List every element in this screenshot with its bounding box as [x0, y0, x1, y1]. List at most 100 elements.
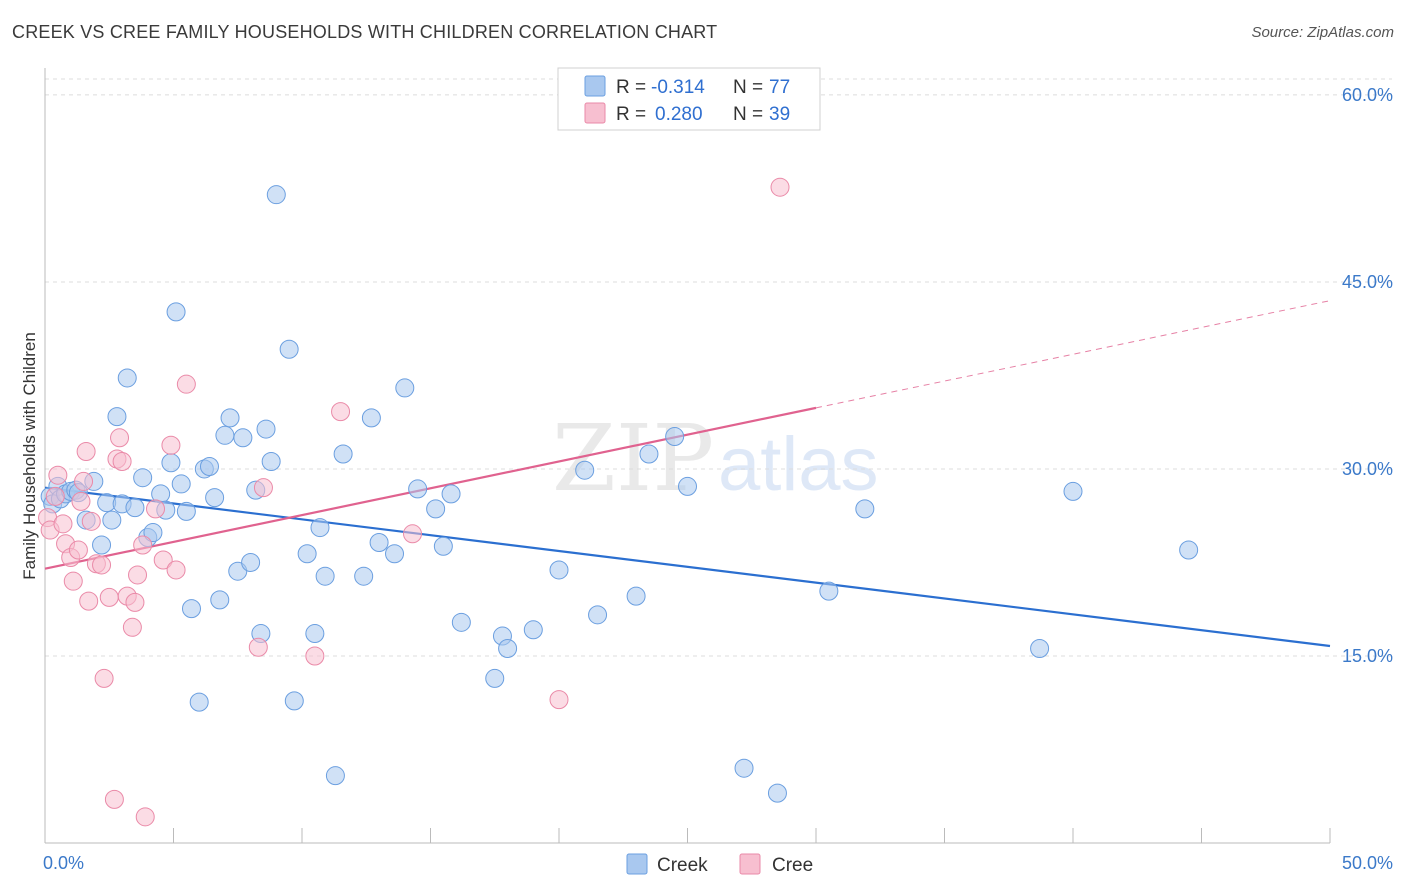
- chart-title: CREEK VS CREE FAMILY HOUSEHOLDS WITH CHI…: [12, 22, 718, 42]
- y-tick-label-2: 45.0%: [1342, 272, 1393, 292]
- creek-point-70: [678, 476, 697, 496]
- cree-point-33: [248, 637, 268, 657]
- watermark-atlas: atlas: [718, 422, 879, 507]
- cree-point-8: [68, 540, 88, 560]
- creek-point-77: [1179, 540, 1199, 560]
- creek-point-22: [161, 453, 181, 473]
- y-tick-label-0: 15.0%: [1342, 646, 1393, 666]
- cree-point-30: [161, 435, 181, 455]
- cree-trend-extension: [815, 300, 1331, 409]
- cree-r-label: R =: [616, 104, 646, 125]
- cree-point-16: [94, 668, 114, 688]
- cree-point-13: [81, 511, 101, 531]
- cree-point-37: [403, 524, 423, 544]
- cree-point-36: [331, 402, 351, 422]
- creek-point-41: [266, 185, 286, 205]
- cree-point-15: [92, 555, 112, 575]
- creek-legend-swatch: [584, 75, 606, 97]
- creek-trend-line: [44, 486, 1331, 648]
- cree-point-21: [112, 451, 132, 471]
- cree-point-34: [253, 478, 273, 498]
- cree-point-28: [146, 499, 166, 519]
- creek-point-67: [626, 586, 646, 606]
- creek-point-36: [241, 552, 261, 572]
- creek-point-15: [117, 368, 137, 388]
- creek-point-48: [325, 766, 345, 786]
- creek-point-35: [233, 428, 253, 448]
- y-tick-labels: 15.0% 30.0% 45.0% 60.0%: [1342, 85, 1393, 666]
- creek-point-25: [176, 501, 196, 521]
- cree-point-29: [153, 550, 173, 570]
- cree-point-25: [128, 565, 148, 585]
- creek-point-10: [92, 535, 112, 555]
- cree-point-18: [104, 789, 124, 809]
- y-tick-label-1: 30.0%: [1342, 459, 1393, 479]
- x-tick-labels: 0.0% 50.0%: [43, 853, 1393, 873]
- cree-point-23: [122, 617, 142, 637]
- creek-point-45: [305, 624, 325, 644]
- cree-point-17: [99, 587, 119, 607]
- creek-point-57: [433, 536, 453, 556]
- creek-point-62: [498, 639, 518, 659]
- cree-bottom-swatch: [739, 853, 761, 875]
- creek-point-68: [639, 444, 659, 464]
- cree-point-38: [549, 690, 569, 710]
- cree-point-24: [125, 592, 145, 612]
- creek-point-46: [310, 518, 330, 538]
- cree-point-11: [76, 442, 96, 462]
- creek-point-59: [451, 612, 471, 632]
- axes: [44, 68, 1331, 844]
- cree-trend-line: [44, 406, 817, 570]
- creek-point-75: [1030, 639, 1050, 659]
- creek-point-13: [107, 407, 127, 427]
- cree-point-4: [53, 514, 73, 534]
- creek-n-label: N =: [733, 77, 763, 98]
- y-tick-label-3: 60.0%: [1342, 85, 1393, 105]
- creek-point-47: [315, 566, 335, 586]
- creek-point-74: [855, 499, 875, 519]
- creek-point-66: [588, 605, 608, 625]
- cree-point-26: [133, 535, 153, 555]
- x-tick-label-1: 50.0%: [1342, 853, 1393, 873]
- cree-point-12: [79, 591, 99, 611]
- cree-n-value: 39: [769, 104, 790, 125]
- creek-point-43: [284, 691, 304, 711]
- creek-point-49: [333, 444, 353, 464]
- creek-point-65: [575, 460, 595, 480]
- creek-point-16: [125, 498, 145, 518]
- creek-point-64: [549, 560, 569, 580]
- creek-point-56: [426, 499, 446, 519]
- cree-point-31: [166, 560, 186, 580]
- bottom-legend: Creek Cree: [626, 853, 813, 876]
- creek-point-55: [408, 479, 428, 499]
- creek-point-72: [767, 783, 787, 803]
- chart-source: Source: ZipAtlas.com: [1251, 24, 1394, 41]
- cree-point-32: [176, 374, 196, 394]
- data-points: [38, 177, 1199, 827]
- creek-r-value: -0.314: [651, 77, 705, 98]
- cree-n-label: N =: [733, 104, 763, 125]
- creek-point-69: [665, 427, 685, 447]
- creek-point-31: [210, 590, 230, 610]
- creek-point-17: [133, 468, 153, 488]
- creek-point-12: [102, 510, 122, 530]
- y-axis-label: Family Households with Children: [20, 332, 39, 580]
- creek-point-40: [261, 451, 281, 471]
- creek-point-58: [441, 484, 461, 504]
- creek-point-30: [205, 488, 225, 508]
- creek-point-50: [354, 566, 374, 586]
- creek-point-32: [215, 425, 235, 445]
- creek-point-51: [361, 408, 381, 428]
- cree-point-10: [74, 471, 94, 491]
- cree-point-7: [63, 571, 83, 591]
- creek-r-label: R =: [616, 77, 646, 98]
- stats-legend: R = -0.314 N = 77 R = 0.280 N = 39: [557, 67, 821, 131]
- creek-point-60: [485, 668, 505, 688]
- creek-point-71: [734, 758, 754, 778]
- creek-point-39: [256, 419, 276, 439]
- creek-point-24: [171, 474, 191, 494]
- cree-point-20: [110, 428, 130, 448]
- creek-point-53: [385, 544, 405, 564]
- creek-point-42: [279, 339, 299, 359]
